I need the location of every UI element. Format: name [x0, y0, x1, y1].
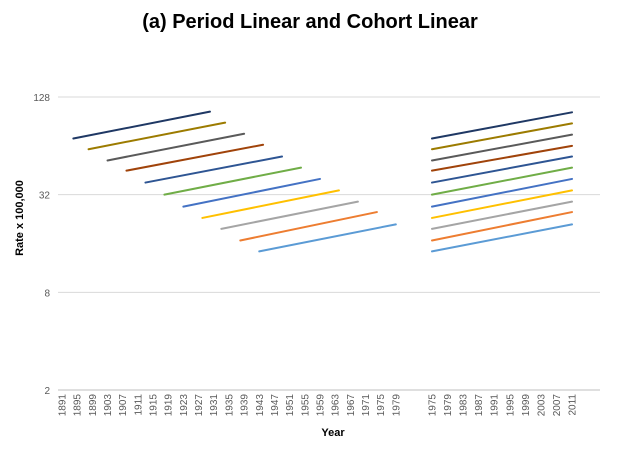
y-tick-label: 32: [39, 191, 51, 202]
y-tick-label: 8: [44, 288, 50, 299]
series-line-5-left: [144, 155, 284, 184]
series-line-4-left: [125, 143, 265, 172]
x-tick-label: 1927: [194, 394, 205, 417]
x-tick-label: 1935: [224, 394, 235, 417]
series-line-10-right: [431, 211, 573, 242]
x-tick-label: 1967: [346, 394, 357, 417]
series-line-8-right: [431, 189, 573, 219]
series-line-3-right: [431, 133, 573, 162]
x-tick-label: 1963: [331, 394, 342, 417]
x-tick-label: 2007: [552, 394, 563, 417]
y-tick-label: 2: [44, 386, 50, 397]
x-tick-label: 1987: [474, 394, 485, 417]
x-tick-label: 1979: [391, 394, 402, 417]
series-line-1-right: [431, 111, 573, 140]
series-line-9-right: [431, 200, 573, 230]
x-tick-label: 1979: [443, 394, 454, 417]
x-tick-label: 1939: [240, 394, 251, 417]
series-line-8-left: [201, 189, 340, 219]
x-axis-title: Year: [321, 427, 345, 439]
x-tick-label: 2011: [568, 394, 579, 416]
series-line-7-right: [431, 177, 573, 208]
x-tick-label: 1947: [270, 394, 281, 417]
chart-title: (a) Period Linear and Cohort Linear: [142, 11, 478, 33]
x-tick-label: 1895: [73, 394, 84, 417]
x-tick-label: 1971: [361, 394, 372, 417]
series-line-6-left: [163, 166, 302, 196]
x-tick-label: 1911: [133, 394, 144, 416]
y-tick-label: 128: [33, 93, 50, 104]
x-tick-label: 1999: [521, 394, 532, 417]
series-line-11-left: [258, 223, 397, 253]
x-tick-label: 1983: [459, 394, 470, 417]
x-tick-label: 1995: [505, 394, 516, 417]
x-tick-label: 1951: [285, 394, 296, 417]
series-lines: [72, 110, 573, 253]
x-tick-label: 1975: [376, 394, 387, 417]
x-tick-label: 2003: [536, 394, 547, 417]
x-tick-label: 1915: [149, 394, 160, 417]
series-line-9-left: [220, 200, 359, 230]
y-axis-ticks: 2 8 32 128: [33, 93, 50, 397]
series-line-4-right: [431, 144, 573, 172]
x-tick-label: 1899: [88, 394, 99, 417]
x-tick-label: 1955: [300, 394, 311, 417]
x-tick-label: 1903: [103, 394, 114, 417]
series-line-2-right: [431, 122, 573, 151]
x-tick-label: 1919: [164, 394, 175, 417]
gridlines: [58, 96, 600, 391]
x-tick-label: 1959: [315, 394, 326, 417]
x-tick-label: 1943: [255, 394, 266, 417]
series-line-7-left: [182, 177, 321, 208]
x-tick-label: 1907: [118, 394, 129, 417]
series-line-3-left: [106, 132, 246, 162]
series-line-2-left: [87, 121, 227, 151]
x-tick-label: 1975: [428, 394, 439, 417]
series-line-10-left: [239, 211, 378, 242]
y-axis-title: Rate x 100,000: [14, 180, 26, 256]
series-line-1-left: [72, 110, 211, 140]
series-line-5-right: [431, 155, 573, 184]
x-tick-label: 1931: [209, 394, 220, 417]
series-line-11-right: [431, 223, 573, 253]
series-line-6-right: [431, 166, 573, 196]
x-axis-ticks: 1891 1895 1899 1903 1907 1911 1915 1919 1923 1927…: [58, 394, 579, 417]
x-tick-label: 1923: [179, 394, 190, 417]
x-tick-label: 1891: [58, 394, 69, 417]
x-tick-label: 1991: [490, 394, 501, 417]
